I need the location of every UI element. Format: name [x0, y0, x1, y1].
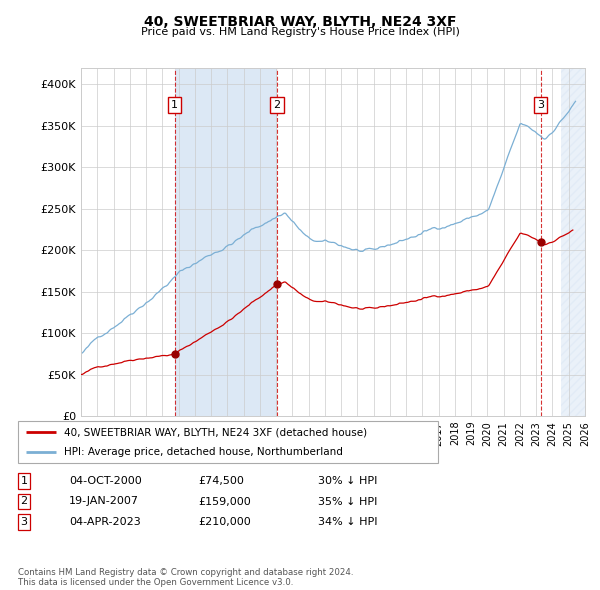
Bar	[175, 68, 277, 416]
Text: 3: 3	[537, 100, 544, 110]
Text: 1: 1	[20, 476, 28, 486]
Text: 1: 1	[172, 100, 178, 110]
Text: 34% ↓ HPI: 34% ↓ HPI	[318, 517, 377, 527]
Text: 19-JAN-2007: 19-JAN-2007	[69, 497, 139, 506]
Text: 04-APR-2023: 04-APR-2023	[69, 517, 141, 527]
Text: 2: 2	[274, 100, 280, 110]
Text: 40, SWEETBRIAR WAY, BLYTH, NE24 3XF: 40, SWEETBRIAR WAY, BLYTH, NE24 3XF	[144, 15, 456, 29]
Text: £210,000: £210,000	[198, 517, 251, 527]
Text: 2: 2	[20, 497, 28, 506]
Text: 04-OCT-2000: 04-OCT-2000	[69, 476, 142, 486]
Text: Price paid vs. HM Land Registry's House Price Index (HPI): Price paid vs. HM Land Registry's House …	[140, 27, 460, 37]
FancyBboxPatch shape	[18, 421, 438, 463]
Text: 40, SWEETBRIAR WAY, BLYTH, NE24 3XF (detached house): 40, SWEETBRIAR WAY, BLYTH, NE24 3XF (det…	[64, 427, 367, 437]
Bar	[560, 68, 585, 416]
Text: £74,500: £74,500	[198, 476, 244, 486]
Text: HPI: Average price, detached house, Northumberland: HPI: Average price, detached house, Nort…	[64, 447, 343, 457]
Text: 3: 3	[20, 517, 28, 527]
Text: Contains HM Land Registry data © Crown copyright and database right 2024.
This d: Contains HM Land Registry data © Crown c…	[18, 568, 353, 587]
Text: £159,000: £159,000	[198, 497, 251, 506]
Text: 30% ↓ HPI: 30% ↓ HPI	[318, 476, 377, 486]
Text: 35% ↓ HPI: 35% ↓ HPI	[318, 497, 377, 506]
